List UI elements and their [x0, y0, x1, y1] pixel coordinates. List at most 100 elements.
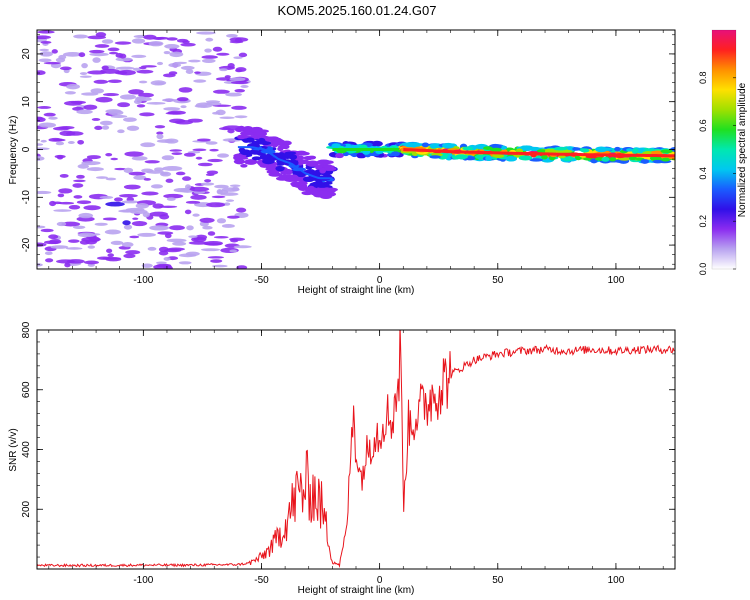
spectrogram-noise-blob	[55, 141, 65, 146]
spectrogram-noise-blob	[37, 30, 55, 34]
spectrogram-noise-blob	[185, 69, 194, 75]
spectrogram-signal-blob	[541, 154, 548, 160]
spectrogram-noise-blob	[37, 242, 47, 247]
spectrogram-noise-blob	[37, 106, 52, 109]
spectrogram-noise-blob	[199, 217, 215, 223]
spectrogram-noise-blob	[194, 71, 201, 74]
spectrogram-noise-blob	[205, 173, 215, 177]
spectrogram-noise-blob	[156, 133, 164, 140]
spectrogram-signal-blob	[430, 144, 438, 149]
spectrogram-noise-blob	[200, 248, 221, 252]
spectrogram-noise-blob	[105, 201, 125, 207]
spectrogram-noise-blob	[56, 155, 64, 160]
x-tick-label: -100	[133, 575, 153, 586]
spectrogram-noise-blob	[207, 256, 224, 259]
y-tick-label: -10	[21, 190, 32, 205]
spectrogram-noise-blob	[233, 245, 252, 249]
spectrogram-signal-blob	[370, 142, 379, 147]
spectrogram-noise-blob	[105, 257, 122, 262]
spectrogram-signal-blob	[490, 147, 502, 152]
spectrogram-signal-blob	[391, 151, 400, 157]
spectrogram-signal-core	[403, 148, 675, 158]
colorbar-ticks: 0.0 0.2 0.4 0.6 0.8	[698, 72, 736, 276]
spectrogram-noise-blob	[131, 38, 146, 44]
spectrogram-signal-blob	[234, 127, 244, 133]
spectrogram-noise-blob	[185, 200, 201, 204]
spectrogram-signal-blob	[331, 143, 341, 149]
spectrogram-noise-blob	[73, 179, 86, 183]
spectrogram-noise-blob	[126, 125, 140, 131]
spectrogram-noise-blob	[137, 232, 156, 237]
spectrogram-noise-blob	[63, 100, 83, 106]
snr-xlabel: Height of straight line (km)	[298, 585, 415, 596]
spectrogram-noise-blob	[164, 44, 180, 49]
spectrogram-noise-blob	[73, 195, 83, 199]
y-tick-label: 800	[21, 321, 32, 338]
y-tick-label: 400	[21, 441, 32, 458]
spectrogram-noise-blob	[227, 128, 235, 134]
spectrogram-signal-blob	[462, 146, 474, 151]
spectrogram-signal-blob	[454, 154, 468, 160]
spectrogram-signal-blob	[254, 151, 264, 155]
spectrogram-signal-blob	[244, 159, 258, 165]
spectrogram-signal-blob	[275, 165, 285, 172]
spectrogram-noise-blob	[117, 129, 125, 134]
spectrogram-signal-blob	[322, 166, 337, 171]
spectrogram-noise-blob	[128, 171, 146, 176]
spectrogram-noise-blob	[39, 48, 50, 52]
spectrogram-noise-blob	[83, 104, 98, 110]
spectrogram-noise-blob	[65, 247, 83, 250]
spectrogram-noise-blob	[204, 101, 222, 106]
spectrogram-signal-blob	[264, 137, 275, 142]
spectrogram-noise-blob	[124, 151, 144, 157]
spectrogram-signal-blob	[297, 159, 304, 166]
spectrogram-noise-blob	[163, 50, 171, 55]
x-tick-label: 0	[377, 275, 383, 286]
spectrogram-signal-blob	[324, 181, 333, 185]
spectrogram-noise-blob	[216, 189, 223, 195]
spectrogram-noise-blob	[95, 176, 108, 179]
spectrogram-noise-blob	[192, 213, 200, 217]
spectrogram-noise-blob	[175, 171, 186, 176]
spectrogram-noise-blob	[37, 263, 43, 267]
spectrogram-noise-blob	[103, 93, 119, 97]
spectrogram-noise-blob	[169, 149, 182, 152]
spectrogram-noise-blob	[73, 34, 88, 39]
spectrogram-noise-blob	[44, 251, 53, 256]
spectrogram-noise-blob	[40, 228, 54, 233]
spectrogram-noise-blob	[216, 218, 227, 224]
spectrogram-noise-blob	[212, 46, 223, 52]
spectrogram-signal-blob	[578, 148, 587, 152]
spectrogram-noise-blob	[83, 205, 101, 211]
colorbar-tick-label: 0.8	[698, 72, 708, 85]
spectrogram-signal-blob	[237, 156, 249, 160]
spectrogram-noise-blob	[217, 153, 230, 158]
spectrogram-signal-blob	[483, 146, 493, 150]
spectrogram-signal-blob	[505, 155, 518, 162]
spectrogram-signal-blob	[278, 152, 285, 158]
spectrogram-noise-blob	[200, 182, 215, 186]
spectrogram-noise-blob	[159, 205, 178, 209]
spectrogram-noise-blob	[180, 42, 196, 47]
spectrogram-noise-blob	[150, 184, 164, 189]
spectrogram-noise-blob	[211, 195, 226, 199]
spectrogram-noise-blob	[229, 184, 241, 188]
spectrogram-noise-blob	[43, 61, 61, 65]
spectrogram-signal-blob	[614, 146, 621, 152]
colorbar-tick-label: 0.0	[698, 263, 708, 276]
colorbar-label: Normalized spectral amplitude	[737, 82, 748, 217]
spectrogram-noise-blob	[89, 49, 105, 54]
spectrogram-signal-blob	[327, 187, 337, 193]
spectrogram-noise-blob	[172, 241, 187, 246]
spectrogram-noise-blob	[101, 65, 109, 71]
x-tick-label: -50	[254, 275, 269, 286]
spectrogram-noise-blob	[156, 61, 164, 66]
spectrogram-noise-blob	[67, 141, 75, 144]
spectrogram-noise-blob	[165, 178, 174, 183]
spectrogram-noise-blob	[37, 35, 52, 40]
spectrogram-noise-blob	[90, 88, 105, 94]
colorbar-tick-label: 0.6	[698, 119, 708, 132]
spectrogram-noise-blob	[122, 220, 131, 226]
spectrogram-noise-blob	[149, 211, 169, 217]
spectrogram-noise-blob	[147, 246, 157, 251]
